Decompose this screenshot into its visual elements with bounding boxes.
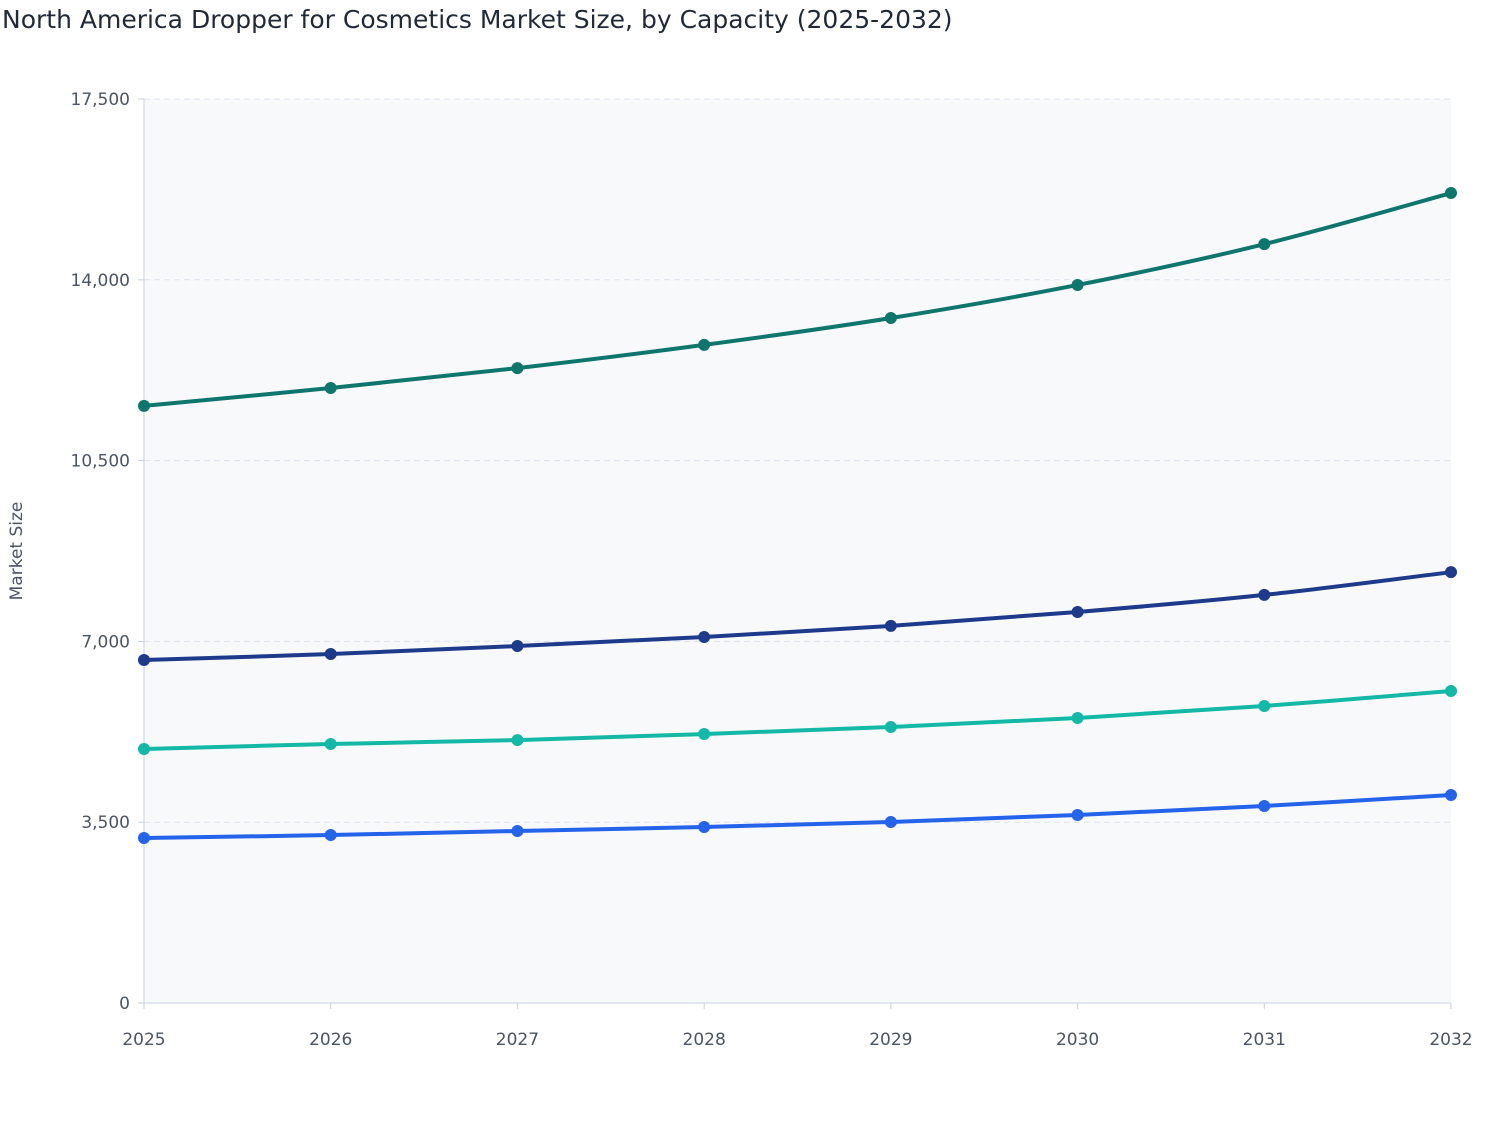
- data-point: [138, 743, 150, 756]
- series-line: [143, 570, 1452, 662]
- data-point: [138, 399, 150, 412]
- y-tick-label: 7,000: [81, 632, 130, 652]
- series-line: [143, 792, 1452, 841]
- data-point: [698, 728, 711, 741]
- x-tick-label: 2025: [122, 1030, 165, 1050]
- chart-title: North America Dropper for Cosmetics Mark…: [2, 5, 953, 34]
- x-tick-label: 2030: [1056, 1030, 1099, 1050]
- y-tick-label: 17,500: [71, 90, 130, 110]
- x-tick-label: 2032: [1429, 1030, 1472, 1050]
- x-tick-label: 2026: [309, 1030, 352, 1050]
- x-tick-label: 2029: [869, 1030, 912, 1050]
- plot-background: [144, 99, 1451, 1003]
- data-point: [698, 338, 711, 351]
- data-point: [138, 653, 150, 666]
- data-point: [511, 362, 524, 375]
- data-point: [884, 312, 897, 325]
- data-point: [698, 821, 711, 834]
- y-tick-label: 3,500: [81, 813, 130, 833]
- y-axis-label: Market Size: [7, 502, 27, 601]
- data-point: [324, 648, 337, 661]
- data-point: [1071, 808, 1084, 821]
- data-point: [324, 829, 337, 842]
- data-point: [698, 631, 711, 644]
- y-tick-label: 10,500: [71, 452, 130, 472]
- data-point: [1071, 712, 1084, 725]
- data-point: [324, 737, 337, 750]
- series-line: [143, 688, 1452, 752]
- data-point: [1445, 684, 1457, 697]
- data-point: [1445, 566, 1457, 579]
- data-point: [884, 720, 897, 733]
- data-point: [511, 734, 524, 747]
- data-point: [324, 382, 337, 395]
- data-point: [511, 824, 524, 837]
- x-tick-label: 2028: [683, 1030, 726, 1050]
- data-point: [1071, 605, 1084, 618]
- y-tick-label: 14,000: [71, 271, 130, 291]
- data-point: [1258, 588, 1271, 601]
- data-point: [884, 815, 897, 828]
- data-point: [1071, 278, 1084, 291]
- series-line: [143, 191, 1452, 408]
- data-point: [1258, 699, 1271, 712]
- data-point: [1258, 799, 1271, 812]
- data-point: [138, 832, 150, 845]
- data-point: [511, 640, 524, 653]
- y-tick-label: 0: [119, 994, 130, 1014]
- data-point: [1258, 238, 1271, 251]
- x-tick-label: 2027: [496, 1030, 539, 1050]
- data-point: [1445, 187, 1457, 200]
- data-point: [1445, 788, 1457, 801]
- x-tick-label: 2031: [1243, 1030, 1286, 1050]
- data-point: [884, 619, 897, 632]
